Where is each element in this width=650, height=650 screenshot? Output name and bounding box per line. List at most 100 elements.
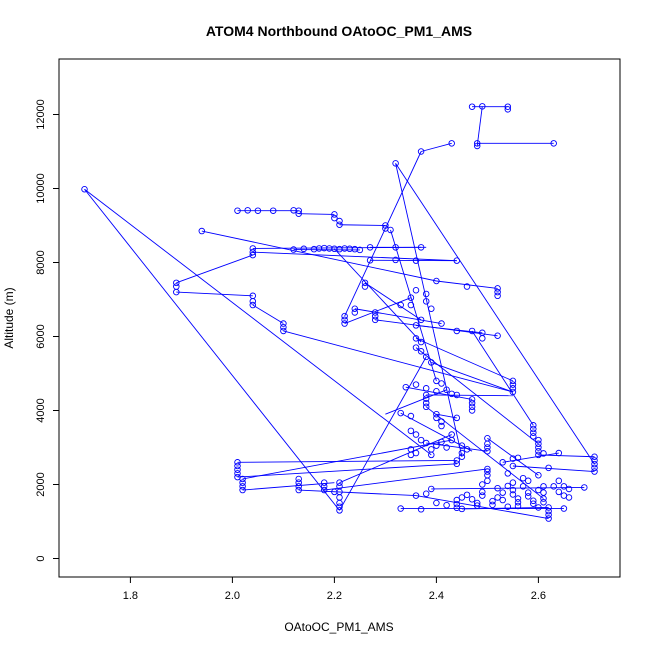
data-point: [499, 459, 506, 466]
series-points: [81, 103, 598, 522]
series-line-segment: [339, 434, 452, 484]
data-point: [341, 312, 348, 320]
data-point: [545, 504, 552, 511]
data-point: [509, 388, 517, 396]
data-point: [336, 217, 343, 225]
series-line-segment: [242, 482, 335, 491]
series-line-segment: [436, 280, 498, 289]
data-point: [468, 407, 476, 414]
series-line-segment: [415, 337, 514, 382]
data-point: [366, 244, 374, 251]
data-point: [545, 511, 552, 519]
series-line-segment: [364, 282, 422, 321]
data-point: [422, 391, 430, 399]
data-point: [581, 484, 588, 491]
data-point: [484, 465, 491, 473]
data-point: [269, 207, 277, 214]
data-point: [428, 305, 435, 313]
data-point: [315, 245, 323, 252]
data-point: [331, 245, 338, 253]
data-point: [509, 479, 517, 486]
data-point: [422, 439, 430, 447]
data-point: [433, 388, 440, 395]
series-line-segment: [400, 412, 473, 452]
data-point: [392, 244, 399, 251]
data-point: [295, 475, 302, 483]
data-point: [280, 320, 287, 327]
data-point: [295, 483, 302, 490]
data-point: [514, 454, 522, 462]
data-point: [412, 492, 420, 499]
data-point: [468, 327, 476, 335]
data-point: [361, 283, 369, 290]
data-point: [300, 245, 308, 253]
data-point: [433, 414, 440, 422]
data-point: [407, 294, 415, 301]
data-point: [417, 316, 425, 324]
data-point: [249, 301, 257, 309]
data-point: [239, 479, 246, 486]
y-tick-label: 4000: [35, 398, 47, 422]
data-point: [489, 501, 496, 509]
data-point: [433, 410, 440, 418]
data-point: [290, 207, 297, 214]
data-point: [524, 489, 532, 496]
data-point: [494, 292, 501, 300]
series-line-segment: [354, 308, 442, 324]
series-line-segment: [298, 213, 335, 215]
data-point: [438, 320, 445, 327]
data-point: [428, 446, 435, 453]
data-point: [473, 502, 481, 509]
data-point: [295, 210, 302, 217]
data-point: [540, 489, 547, 496]
data-point: [540, 495, 547, 502]
series-line-segment: [339, 224, 386, 226]
data-point: [326, 245, 333, 252]
data-point: [331, 211, 338, 218]
data-point: [565, 494, 573, 501]
data-point: [407, 451, 415, 459]
data-point: [438, 418, 445, 425]
data-point: [524, 477, 532, 485]
data-point: [479, 488, 486, 496]
data-point: [392, 256, 399, 264]
data-point: [361, 279, 369, 287]
data-point: [479, 481, 486, 488]
data-point: [366, 257, 374, 264]
data-point: [402, 383, 410, 391]
x-tick-label: 2.6: [531, 590, 546, 602]
data-point: [417, 348, 425, 355]
data-point: [545, 464, 552, 472]
data-point: [254, 207, 262, 214]
data-point: [448, 140, 455, 147]
data-point: [417, 436, 425, 444]
data-point: [530, 422, 537, 429]
data-point: [443, 501, 450, 509]
data-point: [453, 391, 461, 399]
data-point: [371, 309, 379, 316]
data-point: [453, 457, 461, 464]
data-point: [417, 244, 425, 251]
data-point: [433, 277, 440, 285]
series-line-segment: [344, 151, 422, 317]
series-line-segment: [84, 188, 432, 456]
data-point: [173, 288, 180, 296]
data-point: [453, 327, 461, 335]
data-point: [336, 221, 343, 229]
data-point: [514, 502, 522, 510]
data-point: [428, 359, 435, 366]
data-point: [468, 403, 476, 411]
data-point: [412, 287, 420, 294]
series-line-segment: [395, 163, 595, 465]
data-point: [453, 500, 461, 508]
data-point: [422, 395, 430, 402]
data-point: [535, 504, 542, 511]
y-axis-label: Altitude (m): [2, 287, 16, 348]
data-point: [494, 285, 501, 292]
series-line-segment: [502, 452, 559, 463]
data-point: [545, 507, 552, 515]
data-point: [530, 497, 537, 505]
data-point: [530, 433, 537, 440]
data-point: [535, 436, 542, 444]
